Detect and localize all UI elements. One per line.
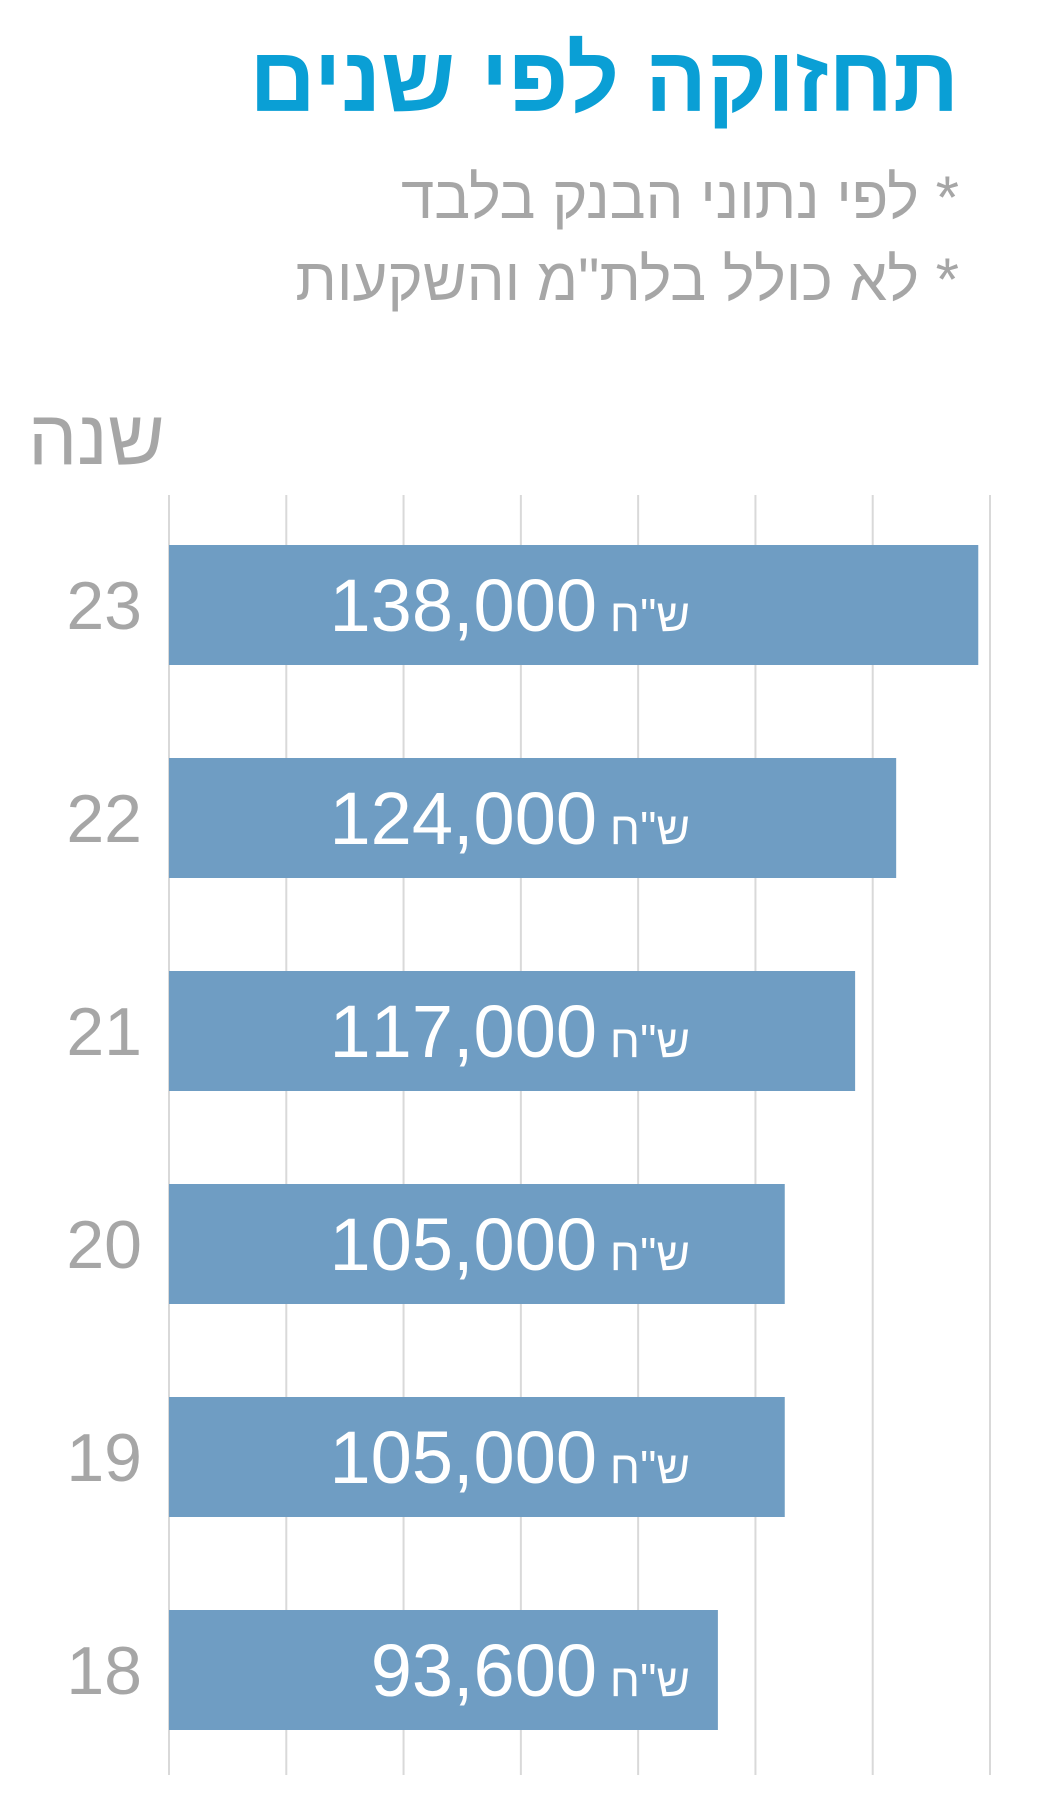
value-label-22: ש"ח 124,000	[330, 777, 690, 860]
value-number: 93,600	[371, 1629, 597, 1712]
chart-title: תחזוקה לפי שנים	[249, 29, 959, 131]
y-axis-title: שנה	[28, 393, 165, 481]
category-label-21: 21	[66, 994, 142, 1070]
gridlines	[168, 495, 991, 1775]
bar-22	[169, 758, 897, 878]
category-label-20: 20	[66, 1207, 142, 1283]
value-unit: ש"ח	[597, 1015, 690, 1067]
value-label-21: ש"ח 117,000	[330, 990, 690, 1073]
category-labels: 23 22 21 20 19 18	[66, 568, 142, 1709]
category-label-19: 19	[66, 1420, 142, 1496]
bar-21	[169, 971, 856, 1091]
value-unit: ש"ח	[597, 1441, 690, 1493]
value-number: 138,000	[330, 564, 598, 647]
value-unit: ש"ח	[597, 1654, 690, 1706]
chart-note-bank-data: * לפי נתוני הבנק בלבד	[401, 164, 959, 231]
value-number: 105,000	[330, 1203, 598, 1286]
value-unit: ש"ח	[597, 1228, 690, 1280]
value-number: 117,000	[330, 990, 598, 1073]
value-unit: ש"ח	[597, 589, 690, 641]
bar-19	[169, 1397, 785, 1517]
bars	[169, 545, 979, 1730]
category-label-18: 18	[66, 1633, 142, 1709]
value-label-18: ש"ח 93,600	[371, 1629, 690, 1712]
category-label-23: 23	[66, 568, 142, 644]
value-unit: ש"ח	[597, 802, 690, 854]
bar-23	[169, 545, 979, 665]
category-label-22: 22	[66, 781, 142, 857]
value-label-20: ש"ח 105,000	[330, 1203, 690, 1286]
value-number: 105,000	[330, 1416, 598, 1499]
bar-20	[169, 1184, 785, 1304]
value-label-19: ש"ח 105,000	[330, 1416, 690, 1499]
chart-note-exclusions: * לא כולל בלת"מ והשקעות	[295, 246, 959, 313]
value-number: 124,000	[330, 777, 598, 860]
bar-18	[169, 1610, 718, 1730]
value-label-23: ש"ח 138,000	[330, 564, 690, 647]
